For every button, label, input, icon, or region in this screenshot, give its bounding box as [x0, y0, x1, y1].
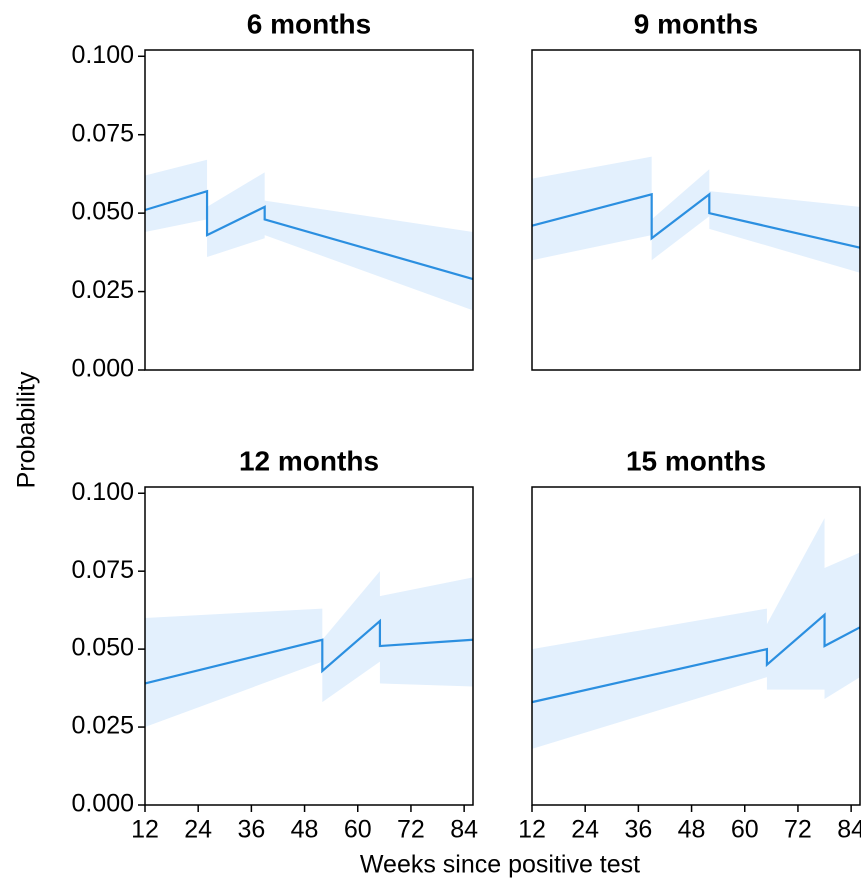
- x-tick-label: 72: [784, 816, 812, 844]
- panel-title: 9 months: [634, 8, 758, 39]
- panel-title: 15 months: [626, 445, 766, 476]
- x-tick-label: 24: [184, 816, 212, 844]
- x-tick-label: 84: [450, 816, 478, 844]
- x-tick-label: 36: [237, 816, 265, 844]
- panel-frame: [531, 49, 861, 371]
- y-tick-label: 0.025: [71, 276, 134, 304]
- y-tick-label: 0.000: [71, 355, 134, 383]
- panel-frame: [144, 486, 474, 806]
- x-tick-label: 24: [571, 816, 599, 844]
- x-tick-label: 12: [518, 816, 546, 844]
- x-tick-label: 84: [837, 816, 861, 844]
- y-tick-label: 0.050: [71, 634, 134, 662]
- panel-title: 6 months: [247, 8, 371, 39]
- y-tick-label: 0.075: [71, 556, 134, 584]
- panel-frame: [531, 486, 861, 806]
- line: [531, 192, 861, 249]
- x-axis-label: Weeks since positive test: [360, 851, 640, 879]
- x-tick-label: 60: [344, 816, 372, 844]
- line: [144, 618, 474, 685]
- y-tick-label: 0.100: [71, 41, 134, 69]
- y-tick-label: 0.100: [71, 478, 134, 506]
- y-tick-label: 0.075: [71, 119, 134, 147]
- confidence-band: [145, 159, 473, 311]
- line: [531, 612, 861, 704]
- x-tick-label: 48: [678, 816, 706, 844]
- x-tick-label: 72: [397, 816, 425, 844]
- confidence-band: [532, 156, 860, 273]
- x-tick-label: 48: [291, 816, 319, 844]
- x-tick-label: 12: [131, 816, 159, 844]
- x-tick-label: 60: [731, 816, 759, 844]
- y-axis-label: Probability: [13, 371, 41, 488]
- panel-frame: [144, 49, 474, 371]
- confidence-band: [532, 518, 860, 749]
- y-tick-label: 0.025: [71, 712, 134, 740]
- y-tick-label: 0.000: [71, 790, 134, 818]
- panel-title: 12 months: [239, 445, 379, 476]
- line: [144, 189, 474, 281]
- y-tick-label: 0.050: [71, 198, 134, 226]
- x-tick-label: 36: [624, 816, 652, 844]
- confidence-band: [145, 571, 473, 728]
